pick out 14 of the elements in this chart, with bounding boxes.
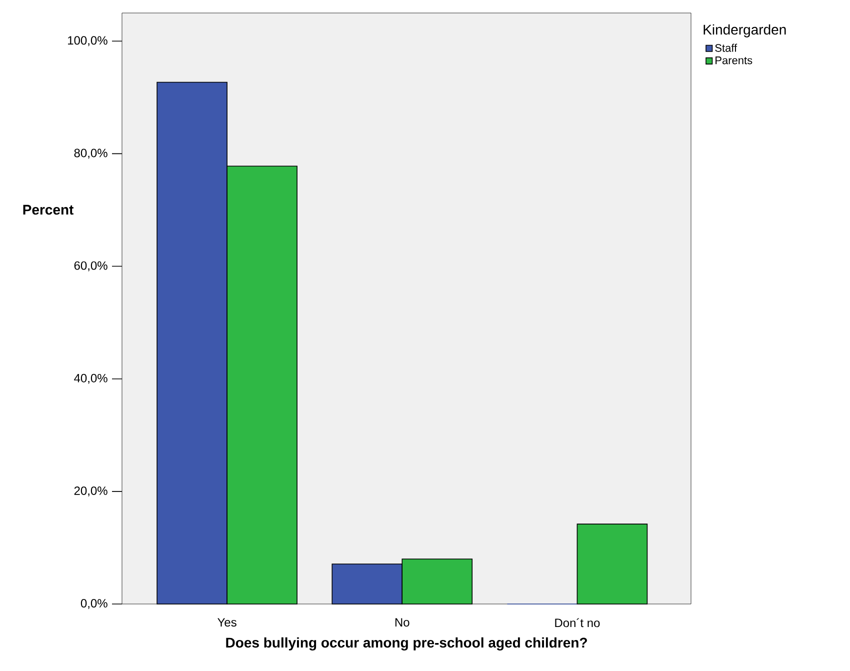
y-tick-label: 60,0% [74,261,108,272]
y-tick-label: 20,0% [74,486,108,496]
y-tick-label: 100,0% [68,36,108,46]
y-axis-title: Percent [23,204,74,215]
x-tick-label: No [395,618,410,627]
x-tick-label: Yes [218,618,236,627]
y-tick-label: 80,0% [74,148,108,159]
legend-title: Kindergarden [704,24,786,38]
x-tick-label: Don´t no [555,618,600,628]
legend-label: Parents [716,56,752,64]
y-tick-label: 0,0% [80,599,108,609]
y-tick-label: 40,0% [74,374,108,384]
x-axis-title: Does bullying occur among pre-school aged children? [226,637,587,650]
legend-label: Staff [715,44,738,52]
